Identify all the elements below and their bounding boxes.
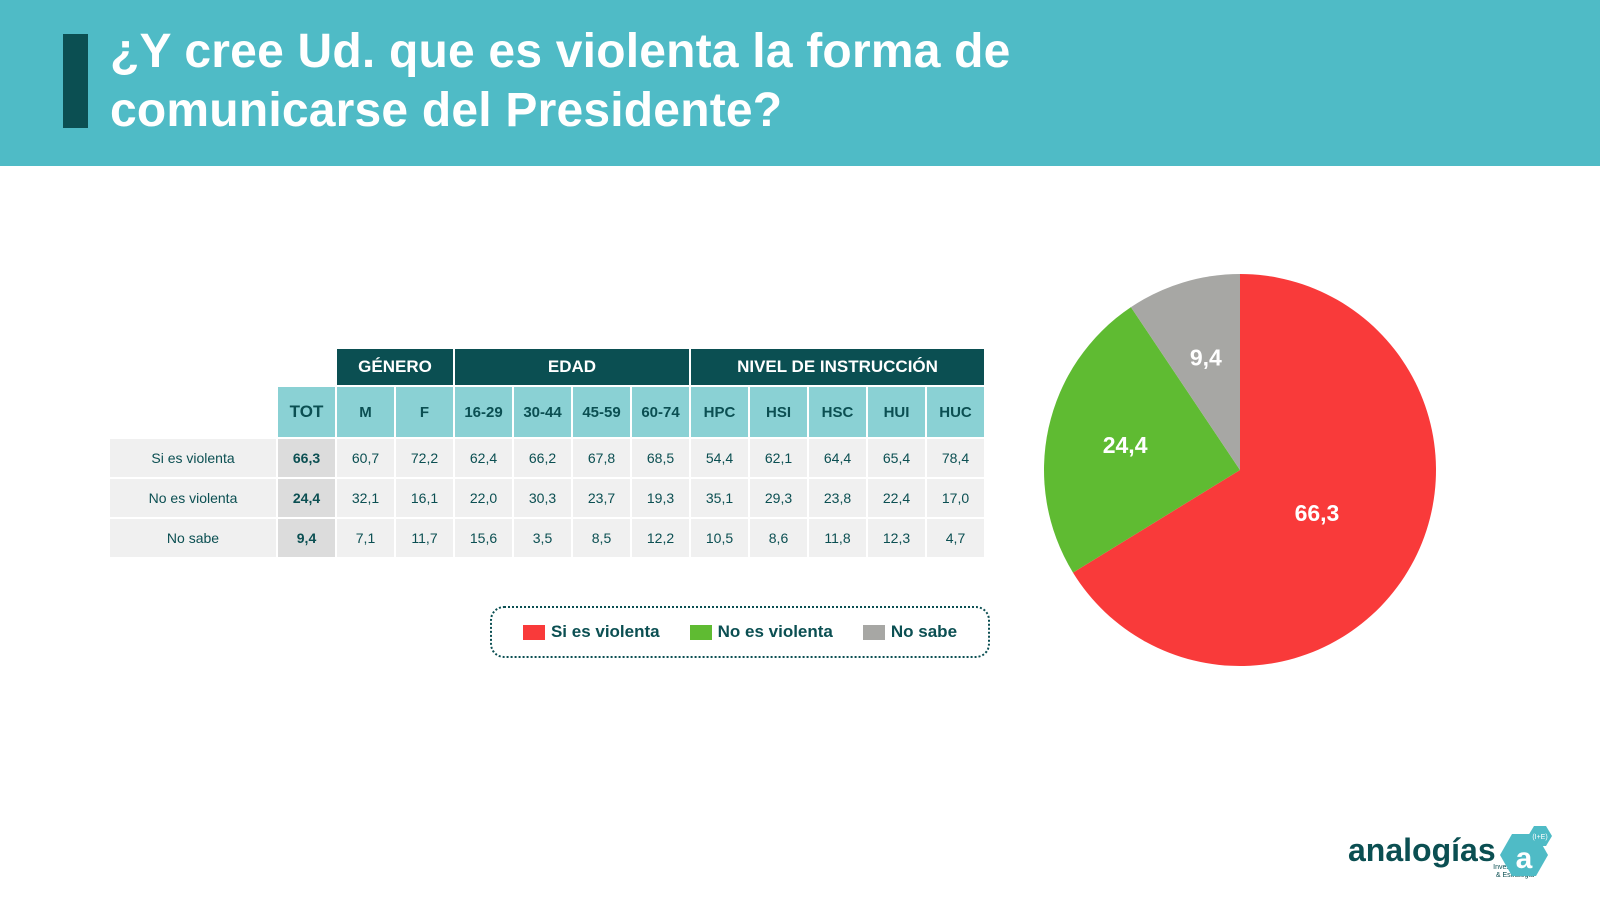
table-cell: 60,7 — [337, 439, 394, 477]
legend-item: No sabe — [862, 622, 958, 642]
table-cell: 29,3 — [750, 479, 807, 517]
group-header-edad: EDAD — [455, 349, 689, 385]
pie-value-label: 9,4 — [1190, 344, 1222, 370]
table-cell: 3,5 — [514, 519, 571, 557]
crosstab-table: GÉNERO EDAD NIVEL DE INSTRUCCIÓN TOT M F… — [108, 347, 986, 559]
table-cell: 30,3 — [514, 479, 571, 517]
table-cell: 23,8 — [809, 479, 866, 517]
table-row: No sabe 9,4 7,1 11,7 15,6 3,5 8,5 12,2 10,5 8,6 11… — [110, 519, 984, 557]
column-header: 30-44 — [514, 387, 571, 437]
pie-slice — [1072, 274, 1436, 666]
table-cell: 16,1 — [396, 479, 453, 517]
table-cell: 8,6 — [750, 519, 807, 557]
column-header: F — [396, 387, 453, 437]
table-row: No es violenta 24,4 32,1 16,1 22,0 30,3 23,7 19… — [110, 479, 984, 517]
row-label: No es violenta — [110, 479, 276, 517]
table-cell: 66,2 — [514, 439, 571, 477]
column-header: HSI — [750, 387, 807, 437]
table-cell: 62,4 — [455, 439, 512, 477]
table-cell: 64,4 — [809, 439, 866, 477]
table-cell: 32,1 — [337, 479, 394, 517]
table-cell: 54,4 — [691, 439, 748, 477]
blank-cell — [110, 387, 276, 437]
table-cell: 78,4 — [927, 439, 984, 477]
legend-swatch-red — [522, 624, 545, 640]
total-cell: 24,4 — [278, 479, 335, 517]
table-cell: 12,3 — [868, 519, 925, 557]
table-cell: 11,8 — [809, 519, 866, 557]
pie-value-label: 66,3 — [1295, 500, 1340, 526]
pie-chart: 66,3 24,4 9,4 — [1044, 274, 1436, 666]
logo-mark-superscript: (I+E) — [1532, 834, 1547, 841]
table-cell: 22,4 — [868, 479, 925, 517]
table-cell: 12,2 — [632, 519, 689, 557]
table-cell: 35,1 — [691, 479, 748, 517]
table-cell: 8,5 — [573, 519, 630, 557]
legend-label: No es violenta — [717, 622, 833, 641]
table-cell: 62,1 — [750, 439, 807, 477]
table-cell: 23,7 — [573, 479, 630, 517]
pie-slice — [1130, 274, 1240, 470]
column-header: 16-29 — [455, 387, 512, 437]
legend-item: No es violenta — [689, 622, 833, 642]
row-label: No sabe — [110, 519, 276, 557]
title-line-2: comunicarse del Presidente? — [110, 84, 783, 137]
column-header: 45-59 — [573, 387, 630, 437]
column-header-row: TOT M F 16-29 30-44 45-59 60-74 HPC HSI … — [110, 387, 984, 437]
logo-wordmark: analogías — [1348, 832, 1496, 868]
table-cell: 19,3 — [632, 479, 689, 517]
column-header: M — [337, 387, 394, 437]
header-accent-bar — [63, 34, 88, 128]
blank-cell — [110, 349, 276, 385]
pie-value-label: 24,4 — [1103, 432, 1148, 458]
table-cell: 11,7 — [396, 519, 453, 557]
legend-box: Si es violenta No es violenta No sabe — [490, 606, 990, 658]
table-cell: 17,0 — [927, 479, 984, 517]
table-cell: 65,4 — [868, 439, 925, 477]
column-header: 60-74 — [632, 387, 689, 437]
row-label: Si es violenta — [110, 439, 276, 477]
legend-label: No sabe — [890, 622, 958, 641]
total-cell: 66,3 — [278, 439, 335, 477]
column-header: HPC — [691, 387, 748, 437]
column-header: HUC — [927, 387, 984, 437]
title-line-1: ¿Y cree Ud. que es violenta la forma de — [110, 25, 1011, 78]
header-banner: ¿Y cree Ud. que es violenta la forma de … — [0, 0, 1600, 166]
table-row: Si es violenta 66,3 60,7 72,2 62,4 66,2 67,8 68… — [110, 439, 984, 477]
group-header-genero: GÉNERO — [337, 349, 453, 385]
table-cell: 72,2 — [396, 439, 453, 477]
legend-swatch-green — [689, 624, 712, 640]
table-cell: 68,5 — [632, 439, 689, 477]
table-cell: 4,7 — [927, 519, 984, 557]
table-cell: 15,6 — [455, 519, 512, 557]
table-cell: 22,0 — [455, 479, 512, 517]
total-cell: 9,4 — [278, 519, 335, 557]
legend-label: Si es violenta — [550, 622, 660, 641]
column-header: TOT — [278, 387, 335, 437]
blank-cell — [278, 349, 335, 385]
table-cell: 10,5 — [691, 519, 748, 557]
logo-mark-letter: a — [1516, 842, 1533, 875]
group-header-row: GÉNERO EDAD NIVEL DE INSTRUCCIÓN — [110, 349, 984, 385]
legend-swatch-gray — [862, 624, 885, 640]
table-cell: 67,8 — [573, 439, 630, 477]
table-cell: 7,1 — [337, 519, 394, 557]
legend-item: Si es violenta — [522, 622, 660, 642]
logo-hexagon-icon: a (I+E) — [1500, 826, 1552, 876]
page-title: ¿Y cree Ud. que es violenta la forma de … — [110, 22, 1210, 140]
analogias-logo: analogías Investigación & Estrategia a (… — [1348, 826, 1578, 886]
group-header-nivel: NIVEL DE INSTRUCCIÓN — [691, 349, 984, 385]
column-header: HUI — [868, 387, 925, 437]
pie-slice — [1044, 307, 1240, 573]
column-header: HSC — [809, 387, 866, 437]
